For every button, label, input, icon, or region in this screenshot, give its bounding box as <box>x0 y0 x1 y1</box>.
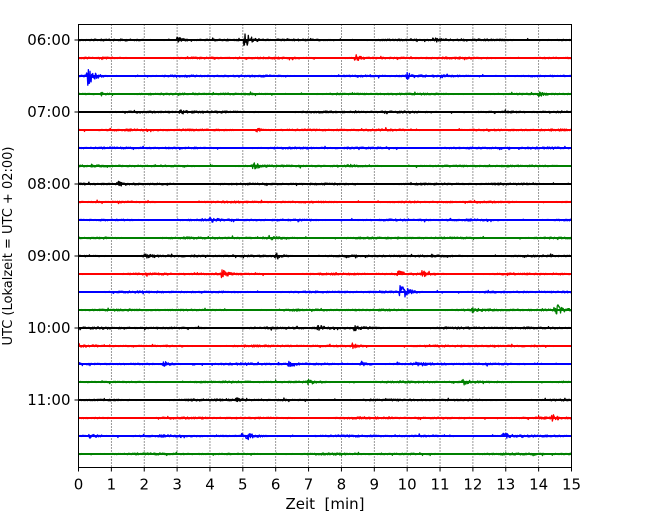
y-tick-label: 09:00 <box>27 247 70 265</box>
x-tick-label: 0 <box>74 476 84 494</box>
trace <box>78 145 573 151</box>
x-tick-label: 12 <box>463 476 482 494</box>
trace <box>78 414 573 422</box>
y-tick-label: 06:00 <box>27 31 70 49</box>
y-axis: 06:00 07:00 08:00 09:00 10:00 11:00 <box>27 31 79 409</box>
x-tick-label: 3 <box>172 476 182 494</box>
trace <box>78 109 573 115</box>
y-axis-label: UTC (Lokalzeit = UTC + 02:00) <box>1 147 16 346</box>
x-tick-label: 11 <box>430 476 449 494</box>
trace <box>78 162 572 170</box>
x-tick-label: 4 <box>205 476 215 494</box>
trace <box>77 54 573 61</box>
x-tick-label: 8 <box>337 476 347 494</box>
grid <box>110 24 540 468</box>
x-axis-label: Zeit [min] <box>285 495 364 513</box>
trace <box>77 234 573 241</box>
trace <box>77 33 572 46</box>
trace <box>78 216 573 223</box>
trace <box>77 397 573 403</box>
y-tick-label: 11:00 <box>27 391 70 409</box>
x-tick-label: 2 <box>139 476 149 494</box>
x-tick-label: 7 <box>304 476 314 494</box>
trace <box>77 324 572 332</box>
trace <box>77 342 572 350</box>
x-tick-label: 9 <box>370 476 380 494</box>
trace <box>77 451 572 457</box>
trace <box>78 180 572 187</box>
plot-background <box>78 24 572 468</box>
x-tick-label: 15 <box>562 476 581 494</box>
x-tick-label: 6 <box>271 476 281 494</box>
trace <box>78 199 572 205</box>
trace <box>78 304 573 315</box>
trace <box>77 252 572 260</box>
y-tick-label: 10:00 <box>27 319 70 337</box>
traces <box>77 33 573 457</box>
trace <box>77 91 572 97</box>
y-tick-label: 08:00 <box>27 175 70 193</box>
trace <box>78 269 573 279</box>
x-tick-label: 1 <box>107 476 117 494</box>
trace <box>78 285 572 298</box>
trace <box>77 68 573 86</box>
x-axis: 0 1 2 3 4 5 6 7 8 9 10 11 12 13 14 15 <box>74 467 581 494</box>
y-tick-label: 07:00 <box>27 103 70 121</box>
trace <box>78 432 572 441</box>
x-tick-label: 13 <box>496 476 515 494</box>
plot-frame <box>78 24 572 468</box>
trace <box>78 127 573 133</box>
trace <box>77 378 572 386</box>
trace <box>78 360 572 368</box>
x-tick-label: 14 <box>529 476 548 494</box>
x-tick-label: 10 <box>398 476 417 494</box>
x-tick-label: 5 <box>238 476 248 494</box>
